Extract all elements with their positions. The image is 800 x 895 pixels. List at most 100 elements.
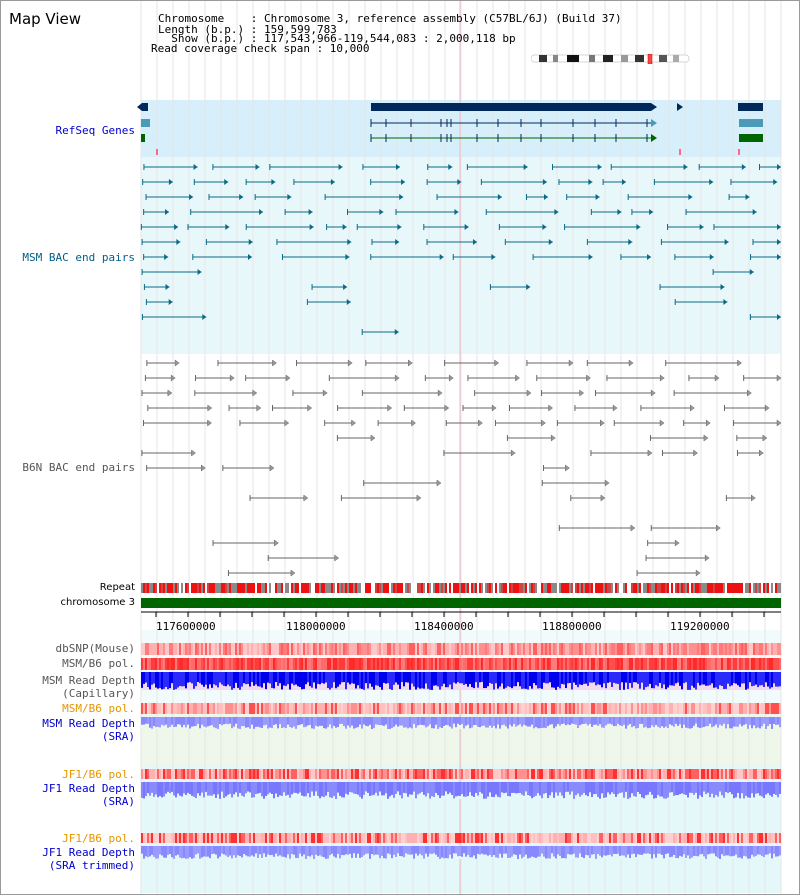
jf1-read-depth-trimmed-label[interactable]: JF1 Read Depth: [42, 846, 135, 859]
heat-cell: [731, 643, 733, 655]
msm-read-depth-sra-label[interactable]: MSM Read Depth: [42, 717, 135, 730]
repeat-segment: [415, 583, 417, 593]
depth-bar: [425, 672, 427, 684]
bac-end: [394, 374, 400, 382]
heat-cell: [349, 833, 351, 843]
heat-cell: [345, 769, 347, 779]
heat-cell: [407, 769, 409, 779]
depth-bar: [501, 846, 503, 858]
heat-cell: [351, 769, 353, 779]
depth-bar: [499, 846, 501, 854]
msm-read-depth-capillary-label[interactable]: MSM Read Depth: [42, 674, 135, 687]
heat-cell: [579, 769, 581, 779]
depth-bar: [777, 846, 779, 857]
depth-bar: [207, 846, 209, 857]
depth-bar: [409, 846, 411, 855]
depth-bar: [391, 782, 393, 795]
heat-cell: [745, 833, 747, 843]
chromosome-ideogram[interactable]: [531, 54, 691, 64]
heat-cell: [707, 658, 709, 670]
heat-cell: [141, 833, 143, 843]
heat-cell: [723, 703, 725, 714]
depth-bar: [591, 782, 593, 798]
depth-bar: [479, 782, 481, 792]
heat-cell: [663, 833, 665, 843]
depth-bar: [665, 717, 667, 727]
depth-bar: [513, 672, 515, 687]
repeat-segment: [701, 583, 703, 593]
depth-bar: [283, 672, 285, 686]
jf1-b6-pol-trimmed-label[interactable]: JF1/B6 pol.: [62, 832, 135, 845]
depth-bar: [679, 672, 681, 686]
repeat-segment: [323, 583, 325, 593]
depth-bar: [655, 846, 657, 858]
heat-cell: [293, 833, 295, 843]
heat-cell: [553, 658, 555, 670]
heat-cell: [405, 769, 407, 779]
depth-bar: [677, 782, 679, 795]
depth-bar: [645, 672, 647, 688]
heat-cell: [327, 703, 329, 714]
depth-bar: [423, 717, 425, 726]
repeat-segment: [239, 583, 241, 593]
heat-cell: [563, 643, 565, 655]
depth-bar: [281, 672, 283, 690]
depth-bar: [491, 672, 493, 684]
heat-cell: [145, 658, 147, 670]
heat-cell: [463, 703, 465, 714]
depth-bar: [259, 782, 261, 793]
msm-bac-label[interactable]: MSM BAC end pairs: [22, 251, 135, 264]
repeat-segment: [729, 583, 731, 593]
depth-bar: [667, 672, 669, 688]
heat-cell: [631, 703, 633, 714]
depth-bar: [741, 782, 743, 794]
depth-bar: [495, 717, 497, 729]
heat-cell: [433, 703, 435, 714]
heat-cell: [437, 658, 439, 670]
depth-bar: [211, 782, 213, 796]
heat-cell: [393, 643, 395, 655]
heat-cell: [253, 643, 255, 655]
depth-bar: [261, 846, 263, 858]
bac-end: [542, 179, 547, 185]
heat-cell: [257, 658, 259, 670]
bac-end: [628, 359, 634, 367]
repeat-segment: [389, 583, 391, 593]
refseq-genes-label[interactable]: RefSeq Genes: [55, 124, 135, 137]
jf1-read-depth-sra-label[interactable]: JF1 Read Depth: [42, 782, 135, 795]
b6n-bac-label[interactable]: B6N BAC end pairs: [22, 461, 135, 474]
heat-cell: [321, 658, 323, 670]
depth-bar: [257, 846, 259, 858]
heat-cell: [571, 658, 573, 670]
heat-cell: [461, 769, 463, 779]
heat-cell: [517, 703, 519, 714]
heat-cell: [427, 833, 429, 843]
depth-bar: [723, 672, 725, 690]
depth-bar: [251, 672, 253, 683]
depth-bar: [207, 717, 209, 727]
heat-cell: [579, 643, 581, 655]
depth-bar: [401, 672, 403, 683]
depth-bar: [711, 717, 713, 728]
heat-cell: [633, 833, 635, 843]
depth-bar: [631, 717, 633, 728]
jf1-b6-pol-label[interactable]: JF1/B6 pol.: [62, 768, 135, 781]
heat-cell: [355, 658, 357, 670]
heat-cell: [689, 703, 691, 714]
repeat-segment: [621, 583, 623, 593]
depth-bar: [145, 672, 147, 683]
depth-bar: [177, 782, 179, 794]
msm-b6-pol-sra-label[interactable]: MSM/B6 pol.: [62, 702, 135, 715]
depth-bar: [159, 846, 161, 855]
heat-cell: [769, 643, 771, 655]
bac-end: [659, 419, 665, 427]
msm-b6-pol-label[interactable]: MSM/B6 pol.: [62, 657, 135, 670]
repeat-segment: [153, 583, 155, 593]
dbsnp-label[interactable]: dbSNP(Mouse): [55, 642, 135, 655]
depth-bar: [695, 846, 697, 857]
repeat-segment: [341, 583, 343, 593]
depth-bar: [735, 672, 737, 684]
heat-cell: [453, 658, 455, 670]
heat-cell: [543, 703, 545, 714]
heat-cell: [547, 658, 549, 670]
